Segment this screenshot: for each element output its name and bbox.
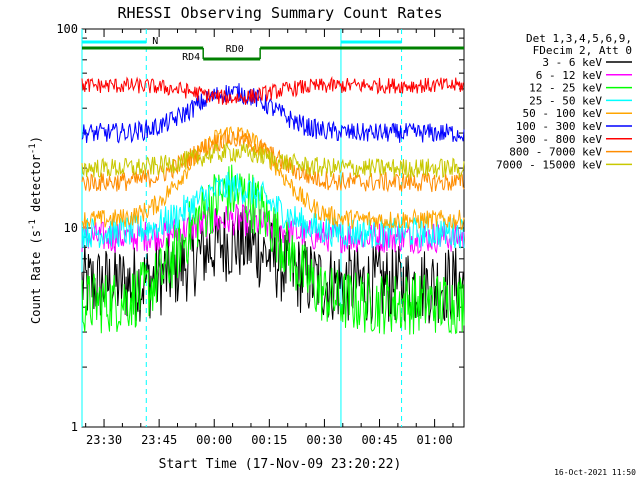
legend: Det 1,3,4,5,6,9, FDecim 2, Att 0 3 - 6 k… bbox=[496, 32, 632, 171]
y-tick-label: 10 bbox=[64, 221, 78, 235]
legend-label: 100 - 300 keV bbox=[516, 120, 602, 133]
x-tick-label: 00:30 bbox=[306, 433, 342, 447]
x-tick-label: 23:45 bbox=[141, 433, 177, 447]
night-label: N bbox=[152, 36, 158, 47]
y-tick-label: 100 bbox=[56, 22, 78, 36]
timestamp: 16-Oct-2021 11:50 bbox=[554, 468, 636, 477]
series-line bbox=[81, 75, 465, 105]
y-axis: 1 10 100 bbox=[56, 22, 464, 434]
legend-label: 25 - 50 keV bbox=[529, 94, 602, 107]
series-line bbox=[81, 83, 465, 144]
x-tick-label: 00:45 bbox=[361, 433, 397, 447]
legend-label: 3 - 6 keV bbox=[542, 56, 602, 69]
series-line bbox=[81, 129, 465, 193]
x-tick-label: 00:15 bbox=[251, 433, 287, 447]
x-tick-label: 00:00 bbox=[196, 433, 232, 447]
chart-title: RHESSI Observing Summary Count Rates bbox=[117, 4, 442, 22]
legend-header-2: FDecim 2, Att 0 bbox=[533, 44, 632, 57]
y-axis-label: Count Rate (s-1 detector-1) bbox=[28, 136, 43, 324]
x-tick-label: 23:30 bbox=[86, 433, 122, 447]
y-axis-label-sup1: -1 bbox=[28, 219, 38, 230]
y-axis-label-end: ) bbox=[29, 136, 43, 143]
y-tick-label: 1 bbox=[71, 420, 78, 434]
y-axis-label-sup2: -1 bbox=[28, 143, 38, 154]
series-lines bbox=[81, 75, 465, 335]
x-tick-label: 01:00 bbox=[417, 433, 453, 447]
legend-label: 12 - 25 keV bbox=[529, 82, 602, 95]
legend-label: 800 - 7000 keV bbox=[509, 146, 602, 159]
legend-label: 6 - 12 keV bbox=[536, 69, 603, 82]
x-axis-label: Start Time (17-Nov-09 23:20:22) bbox=[159, 457, 402, 472]
series-line bbox=[81, 171, 465, 249]
legend-header-1: Det 1,3,4,5,6,9, bbox=[526, 32, 632, 45]
series-line bbox=[81, 126, 465, 231]
rd4-label: RD4 bbox=[182, 52, 200, 63]
x-axis: 23:30 23:45 00:00 00:15 00:30 00:45 01:00 bbox=[85, 29, 454, 447]
rd0-label: RD0 bbox=[226, 44, 244, 55]
y-axis-label-mid: detector bbox=[29, 154, 43, 219]
observing-markers: N RD0 RD4 bbox=[81, 29, 464, 427]
legend-label: 300 - 800 keV bbox=[516, 133, 602, 146]
legend-label: 7000 - 15000 keV bbox=[496, 158, 602, 171]
series-line bbox=[81, 204, 465, 324]
series-line bbox=[81, 164, 465, 335]
legend-label: 50 - 100 keV bbox=[523, 107, 603, 120]
y-axis-label-main: Count Rate (s bbox=[29, 230, 43, 324]
series-line bbox=[81, 142, 465, 179]
